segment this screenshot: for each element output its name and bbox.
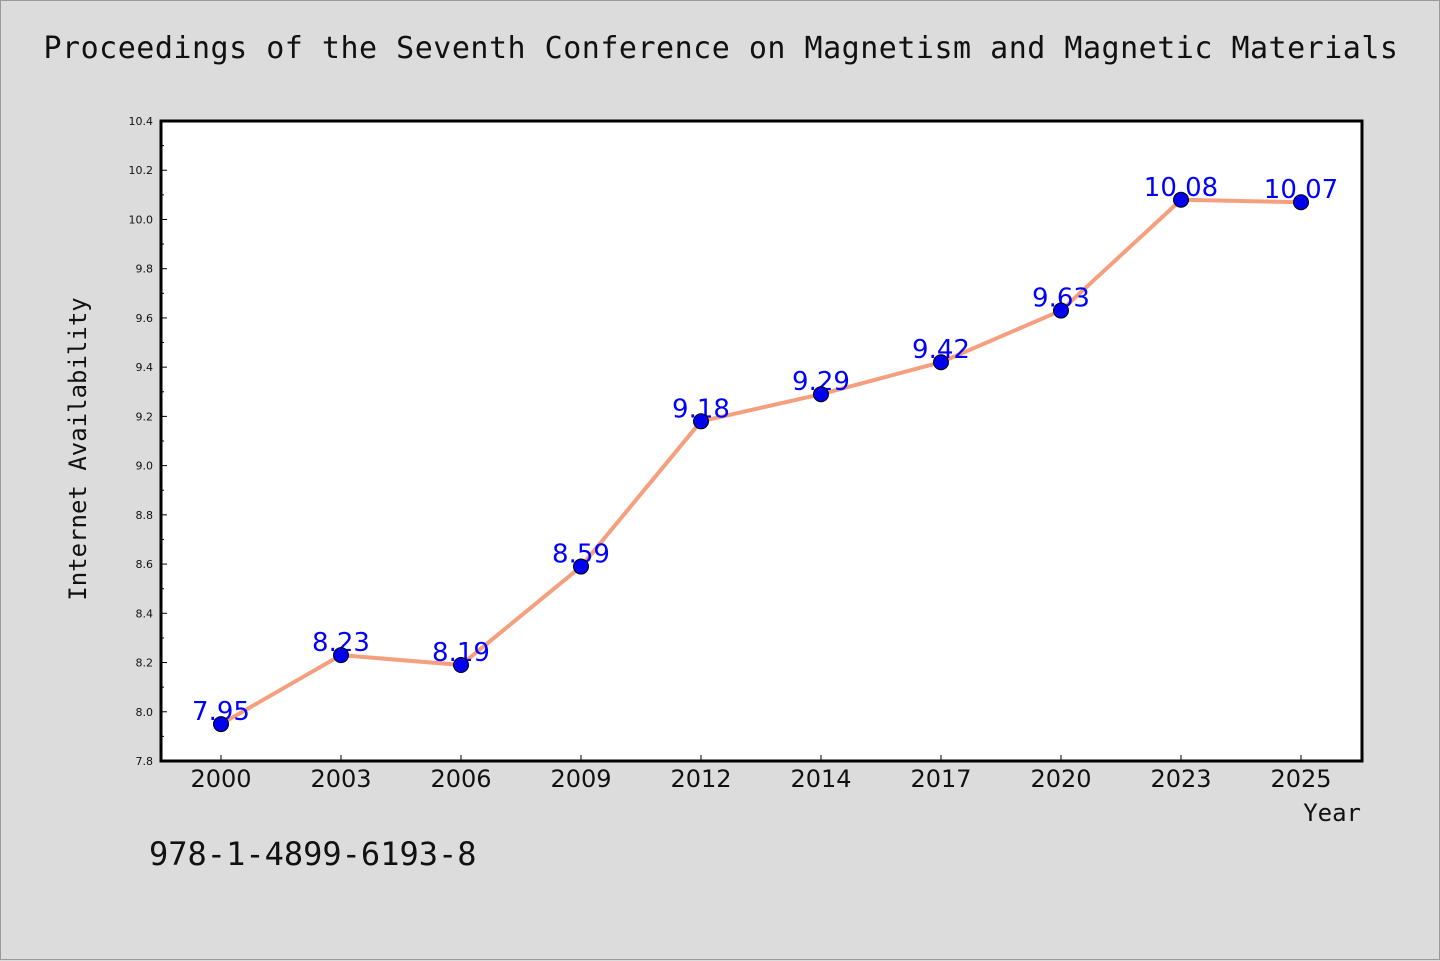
y-tick-label: 7.8: [136, 755, 154, 768]
x-tick-label: 2009: [550, 765, 611, 793]
y-tick-label: 8.8: [136, 509, 154, 522]
y-axis: 7.8 8.0 8.2 8.4 8.6 8.8 9.0 9.2 9.4 9.6 9.8 10.0 10.…: [129, 115, 167, 768]
data-point: [693, 413, 709, 430]
y-tick-label: 10.4: [129, 115, 154, 128]
data-point: [813, 386, 829, 403]
x-tick-label: 2020: [1030, 765, 1091, 793]
y-tick-label: 8.4: [136, 607, 154, 620]
plot-area: [159, 119, 1364, 763]
y-tick-label: 8.0: [136, 706, 154, 719]
y-tick-label: 10.2: [129, 164, 154, 177]
data-point: [1173, 191, 1189, 208]
x-axis: 2000 2003 2006 2009 2012 2014 2017 2020 2023 2025: [190, 755, 1332, 793]
data-point: [1293, 194, 1309, 211]
y-tick-label: 9.4: [136, 361, 154, 374]
data-point: [933, 354, 949, 371]
data-point: [573, 558, 589, 575]
data-point: [333, 647, 349, 664]
x-tick-label: 2014: [790, 765, 851, 793]
x-tick-label: 2000: [190, 765, 251, 793]
y-tick-label: 9.6: [136, 312, 154, 325]
x-tick-label: 2025: [1270, 765, 1331, 793]
x-tick-label: 2012: [670, 765, 731, 793]
series-line: [220, 197, 1302, 726]
x-tick-label: 2006: [430, 765, 491, 793]
data-point: [213, 716, 229, 733]
isbn-label: 978-1-4899-6193-8: [149, 835, 477, 873]
data-point: [453, 657, 469, 673]
y-tick-label: 8.6: [136, 558, 154, 571]
x-tick-label: 2003: [310, 765, 371, 793]
y-tick-label: 9.0: [136, 460, 154, 473]
x-tick-label: 2017: [910, 765, 971, 793]
y-tick-label: 9.2: [136, 410, 154, 423]
y-axis-title: Internet Availability: [64, 297, 92, 600]
y-tick-label: 10.0: [129, 213, 154, 226]
data-point: [1053, 302, 1069, 319]
chart-title: Proceedings of the Seventh Conference on…: [43, 31, 1399, 66]
y-tick-label: 9.8: [136, 263, 154, 276]
y-tick-label: 8.2: [136, 657, 154, 670]
x-tick-label: 2023: [1150, 765, 1211, 793]
x-axis-title: Year: [1303, 799, 1361, 827]
